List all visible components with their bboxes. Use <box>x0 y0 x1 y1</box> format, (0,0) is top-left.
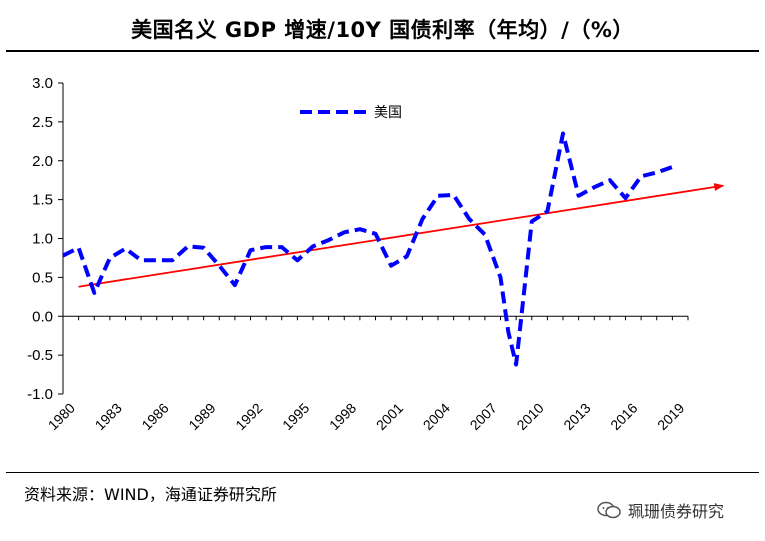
x-tick-label: 1995 <box>279 400 312 433</box>
x-tick-label: 1992 <box>232 400 265 433</box>
legend-label: 美国 <box>374 105 402 121</box>
x-tick-label: 2007 <box>467 400 500 433</box>
y-tick-label: 1.0 <box>32 231 53 248</box>
x-tick-label: 2004 <box>420 400 453 433</box>
x-tick-label: 1989 <box>185 400 218 433</box>
x-tick-label: 2013 <box>560 400 593 433</box>
y-tick-label: 3.0 <box>32 75 53 92</box>
y-tick-label: -0.5 <box>27 347 53 364</box>
source-note: 资料来源：WIND，海通证券研究所 <box>24 485 277 504</box>
series-line-美国 <box>62 131 674 367</box>
y-tick-label: 2.5 <box>32 114 53 131</box>
trend-line <box>78 183 725 288</box>
chart-title: 美国名义 GDP 增速/10Y 国债利率（年均）/（%） <box>131 18 634 42</box>
x-tick-label: 1980 <box>45 400 78 433</box>
y-tick-label: 2.0 <box>32 153 53 170</box>
line-chart: 3.0 2.5 2.0 1.5 1.0 0.5 0.0 -0.5 -1.0 1980 1983 19… <box>27 75 725 433</box>
y-tick-label: -1.0 <box>27 386 53 403</box>
x-tick-label: 2016 <box>607 400 640 433</box>
x-tick-label: 1983 <box>92 400 125 433</box>
footer-divider <box>6 472 759 473</box>
x-tick-label: 2019 <box>654 400 687 433</box>
y-tick-label: 0.5 <box>32 269 53 286</box>
x-tick-label: 2010 <box>513 400 546 433</box>
title-divider <box>6 50 759 52</box>
y-tick-label: 0.0 <box>32 308 53 325</box>
wechat-icon <box>597 501 621 519</box>
watermark-text: 珮珊债券研究 <box>628 502 725 521</box>
y-tick-label: 1.5 <box>32 192 53 209</box>
x-tick-label: 1986 <box>138 400 171 433</box>
x-tick-label: 1998 <box>326 400 359 433</box>
watermark: 珮珊债券研究 <box>596 498 724 522</box>
x-tick-label: 2001 <box>373 400 406 433</box>
